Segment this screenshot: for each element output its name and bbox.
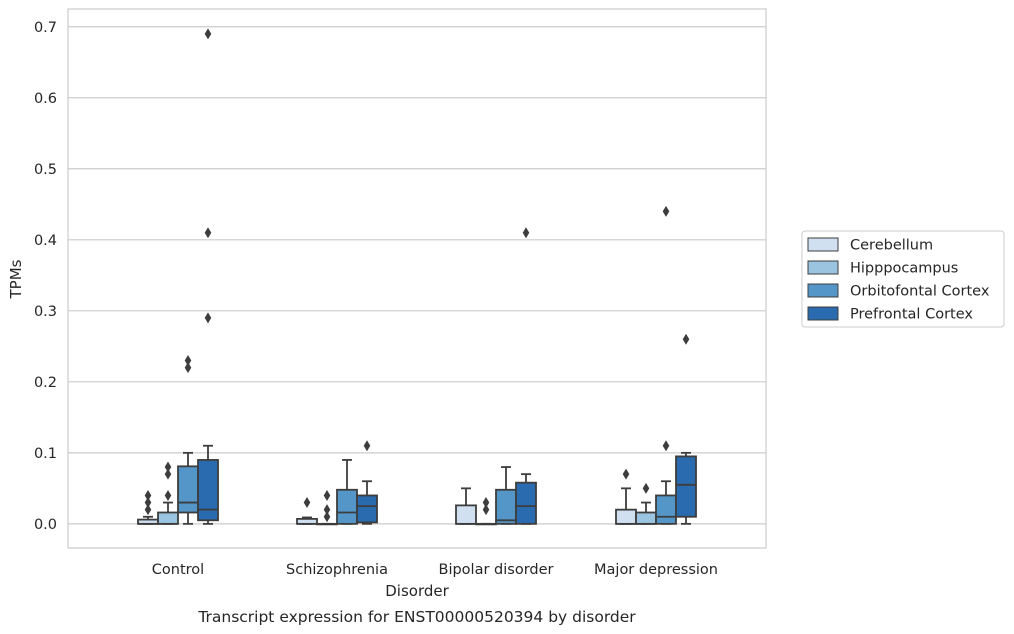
legend-label: Hipppocampus bbox=[850, 261, 958, 277]
box-group bbox=[615, 468, 637, 525]
series-orbitofontal-cortex bbox=[177, 205, 677, 525]
outlier-point bbox=[522, 227, 530, 239]
x-tick-label: Major depression bbox=[594, 562, 718, 578]
box bbox=[635, 511, 657, 525]
gridlines bbox=[68, 26, 766, 525]
x-tick-label: Schizophrenia bbox=[286, 562, 388, 578]
box-group bbox=[177, 355, 199, 525]
chart-title: Transcript expression for ENST0000052039… bbox=[197, 608, 636, 626]
legend-swatch bbox=[807, 237, 839, 252]
outlier-point bbox=[662, 205, 670, 217]
box-group bbox=[655, 205, 677, 525]
y-axis-ticks: 0.0 0.1 0.2 0.3 0.4 0.5 0.6 0.7 bbox=[34, 20, 57, 533]
box bbox=[455, 504, 477, 525]
legend-item: Cerebellum bbox=[807, 237, 933, 254]
box-group bbox=[475, 497, 497, 526]
legend-item: Prefrontal Cortex bbox=[807, 306, 973, 323]
box-series bbox=[137, 28, 697, 526]
box bbox=[655, 494, 677, 525]
outlier-point bbox=[622, 468, 630, 480]
y-tick-label: 0.4 bbox=[34, 233, 57, 249]
y-tick-label: 0.7 bbox=[34, 20, 57, 36]
outlier-point bbox=[144, 497, 152, 509]
outlier-point bbox=[682, 333, 690, 345]
outlier-point bbox=[482, 504, 490, 516]
legend: Cerebellum Hipppocampus Orbitofontal Corte… bbox=[801, 230, 1005, 328]
legend-label: Orbitofontal Cortex bbox=[850, 284, 990, 300]
box-group bbox=[356, 440, 378, 525]
box bbox=[675, 455, 697, 518]
box bbox=[356, 494, 378, 524]
y-tick-label: 0.5 bbox=[34, 162, 57, 178]
y-tick-label: 0.2 bbox=[34, 375, 57, 391]
legend-swatch bbox=[807, 260, 839, 275]
box bbox=[515, 481, 537, 525]
box-group bbox=[137, 489, 159, 525]
outlier-point bbox=[144, 489, 152, 501]
outlier-point bbox=[164, 461, 172, 473]
outlier-point bbox=[204, 28, 212, 40]
outlier-point bbox=[204, 312, 212, 324]
y-tick-label: 0.0 bbox=[34, 517, 57, 533]
series-hipppocampus bbox=[157, 461, 657, 526]
box bbox=[615, 508, 637, 525]
box-group bbox=[296, 497, 318, 525]
box-group bbox=[455, 487, 477, 525]
legend-label: Prefrontal Cortex bbox=[850, 307, 973, 323]
outlier-point bbox=[323, 489, 331, 501]
plot-area-frame bbox=[67, 8, 767, 549]
outlier-point bbox=[323, 504, 331, 516]
x-axis-ticks: Control Schizophrenia Bipolar disorder Majo… bbox=[152, 562, 718, 578]
box-group bbox=[675, 333, 697, 525]
outlier-point bbox=[642, 482, 650, 494]
x-tick-label: Control bbox=[152, 562, 204, 578]
legend-swatch bbox=[807, 283, 839, 298]
box-group bbox=[495, 466, 517, 525]
outlier-point bbox=[323, 511, 331, 523]
box-group bbox=[197, 28, 219, 525]
legend-label: Cerebellum bbox=[850, 238, 933, 254]
box bbox=[157, 511, 179, 525]
outlier-point bbox=[164, 468, 172, 480]
legend-swatch bbox=[807, 306, 839, 321]
box-group bbox=[316, 489, 338, 526]
outlier-point bbox=[144, 504, 152, 516]
outlier-point bbox=[184, 362, 192, 374]
box bbox=[336, 488, 358, 525]
box-group bbox=[515, 227, 537, 525]
outlier-point bbox=[482, 497, 490, 509]
x-tick-label: Bipolar disorder bbox=[439, 562, 554, 578]
y-tick-label: 0.1 bbox=[34, 446, 57, 462]
outlier-point bbox=[303, 497, 311, 509]
box bbox=[197, 459, 219, 522]
legend-frame bbox=[801, 230, 1005, 328]
outlier-point bbox=[204, 227, 212, 239]
y-axis-label: TPMs bbox=[7, 259, 25, 299]
box-group bbox=[157, 461, 179, 525]
legend-item: Orbitofontal Cortex bbox=[807, 283, 990, 300]
box bbox=[495, 488, 517, 525]
legend-item: Hipppocampus bbox=[807, 260, 958, 277]
y-tick-label: 0.6 bbox=[34, 91, 57, 107]
series-prefrontal-cortex bbox=[197, 28, 697, 525]
outlier-point bbox=[164, 489, 172, 501]
outlier-point bbox=[662, 440, 670, 452]
box bbox=[177, 465, 199, 514]
outlier-point bbox=[184, 355, 192, 367]
outlier-point bbox=[363, 440, 371, 452]
x-axis-label: Disorder bbox=[385, 582, 449, 600]
series-cerebellum bbox=[137, 468, 637, 525]
box-group bbox=[336, 459, 358, 525]
box-group bbox=[635, 482, 657, 525]
y-tick-label: 0.3 bbox=[34, 304, 57, 320]
